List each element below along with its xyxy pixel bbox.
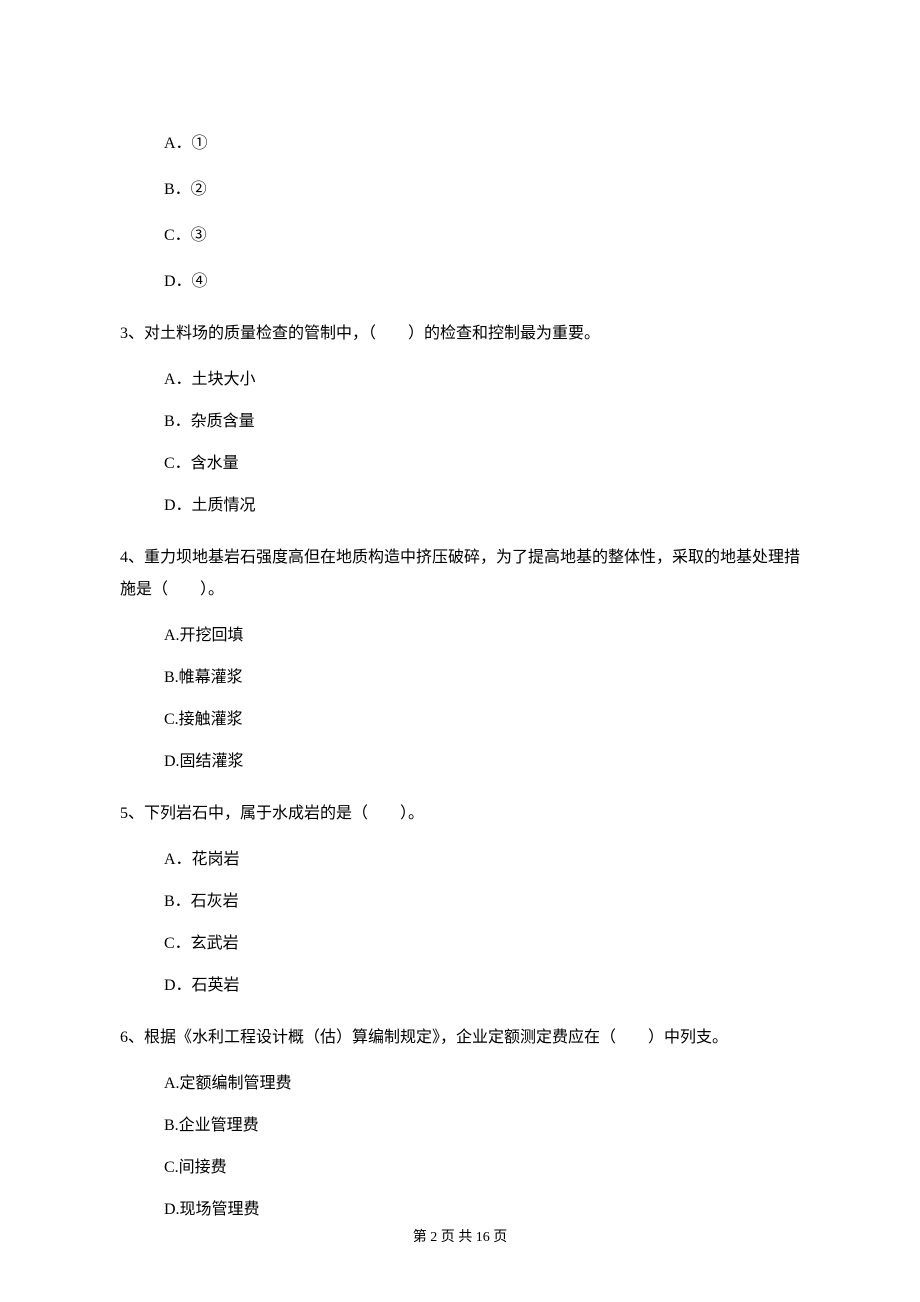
q2-option-b: B．② xyxy=(164,178,800,202)
q6-option-c: C.间接费 xyxy=(164,1156,800,1180)
q6-option-d: D.现场管理费 xyxy=(164,1198,800,1222)
q4-stem: 4、重力坝地基岩石强度高但在地质构造中挤压破碎，为了提高地基的整体性，采取的地基… xyxy=(120,542,800,606)
page-container: A．① B．② C．③ D．④ 3、对土料场的质量检查的管制中，（ ）的检查和控… xyxy=(0,0,920,1302)
q3-option-c: C．含水量 xyxy=(164,452,800,476)
q5-option-b: B．石灰岩 xyxy=(164,890,800,914)
q2-option-a: A．① xyxy=(164,132,800,156)
q3-stem: 3、对土料场的质量检查的管制中，（ ）的检查和控制最为重要。 xyxy=(120,318,800,350)
page-footer: 第 2 页 共 16 页 xyxy=(0,1227,920,1248)
q5-option-c: C．玄武岩 xyxy=(164,932,800,956)
q4-option-c: C.接触灌浆 xyxy=(164,708,800,732)
q3-option-a: A．土块大小 xyxy=(164,368,800,392)
q6-stem: 6、根据《水利工程设计概（估）算编制规定》，企业定额测定费应在（ ）中列支。 xyxy=(120,1022,800,1054)
q5-option-a: A．花岗岩 xyxy=(164,848,800,872)
q2-option-d: D．④ xyxy=(164,270,800,294)
q4-option-b: B.帷幕灌浆 xyxy=(164,666,800,690)
q4-option-a: A.开挖回填 xyxy=(164,624,800,648)
q3-option-d: D．土质情况 xyxy=(164,494,800,518)
q5-stem: 5、下列岩石中，属于水成岩的是（ ）。 xyxy=(120,798,800,830)
q2-option-c: C．③ xyxy=(164,224,800,248)
q3-option-b: B．杂质含量 xyxy=(164,410,800,434)
q4-option-d: D.固结灌浆 xyxy=(164,750,800,774)
q6-option-b: B.企业管理费 xyxy=(164,1114,800,1138)
q5-option-d: D．石英岩 xyxy=(164,974,800,998)
q6-option-a: A.定额编制管理费 xyxy=(164,1072,800,1096)
